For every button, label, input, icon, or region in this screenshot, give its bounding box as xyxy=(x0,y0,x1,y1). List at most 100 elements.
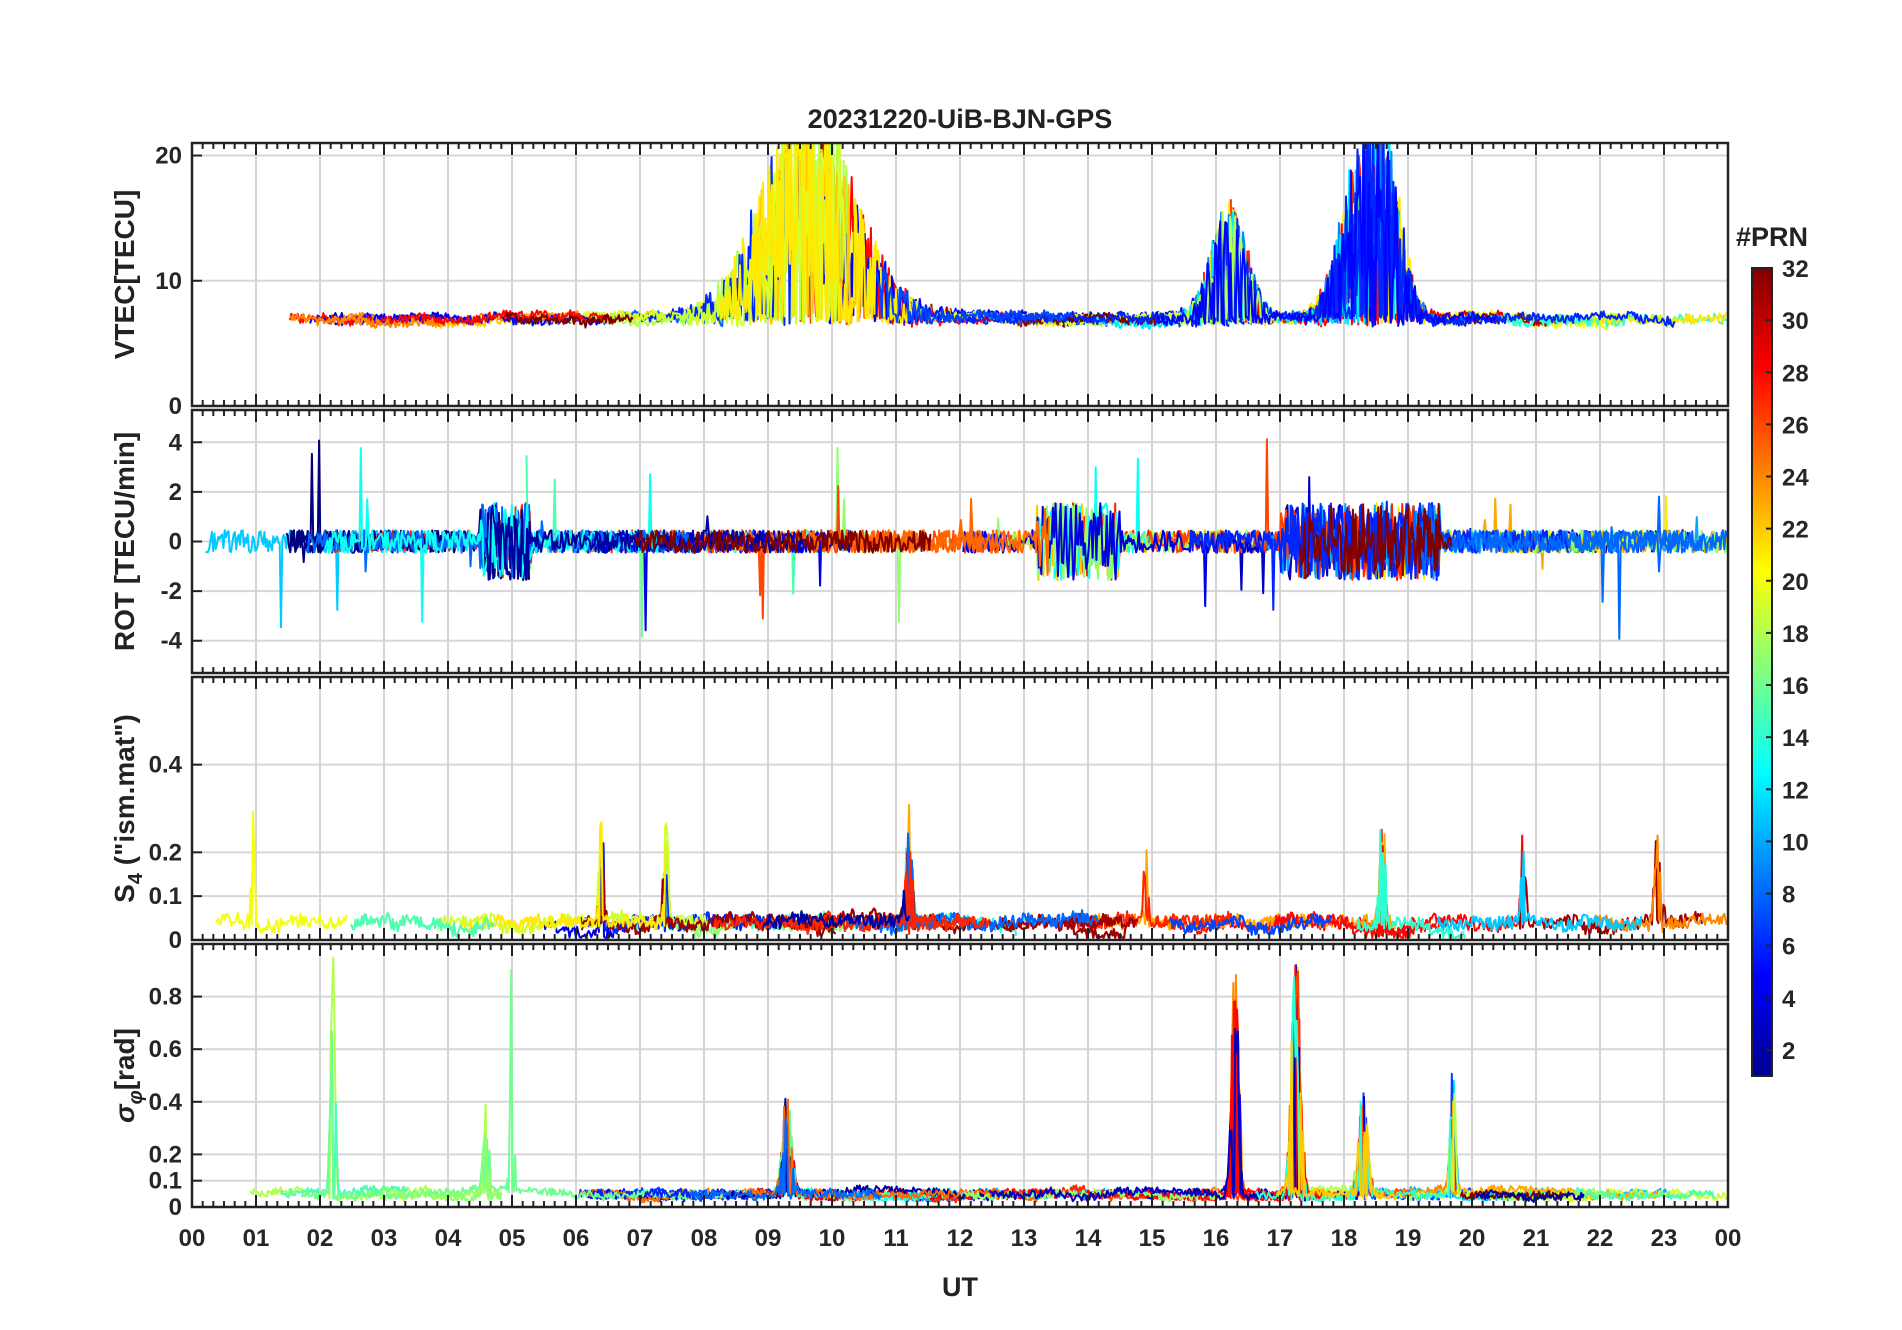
rot-traces xyxy=(205,438,1728,640)
prn-trace xyxy=(1356,828,1466,939)
prn-trace xyxy=(1399,495,1728,576)
x-tick-label: 23 xyxy=(1651,1225,1678,1252)
y-tick-label: 0 xyxy=(169,927,182,954)
x-tick-label: 21 xyxy=(1523,1225,1550,1252)
prn-trace xyxy=(300,969,646,1202)
prn-trace xyxy=(1160,974,1466,1203)
prn-trace xyxy=(1154,143,1498,328)
x-tick-label: 07 xyxy=(627,1225,654,1252)
prn-trace xyxy=(289,312,393,329)
s4-y-axis-label: S4 ("ism.mat") xyxy=(109,714,147,903)
prn-trace xyxy=(1570,1187,1716,1202)
x-tick-labels: 00 01 02 03 04 05 06 07 08 09 10 11 12 13 14 15 16 17 18 19… xyxy=(179,1225,1742,1252)
y-tick-label: 0 xyxy=(169,1194,182,1221)
y-tick-label: 4 xyxy=(169,429,183,456)
prn-trace xyxy=(844,832,1100,936)
y-tick-label: 0.4 xyxy=(149,752,183,779)
prn-trace xyxy=(279,1074,409,1199)
prn-trace xyxy=(215,810,348,934)
prn-trace xyxy=(725,1097,997,1202)
colorbar-tick-label: 22 xyxy=(1782,517,1809,544)
x-tick-label: 04 xyxy=(435,1225,462,1252)
prn-trace xyxy=(1276,1040,1398,1201)
colorbar-tick-label: 10 xyxy=(1782,829,1809,856)
x-tick-label: 02 xyxy=(307,1225,334,1252)
prn-trace xyxy=(989,1022,1301,1203)
panel-s4: 0 0.1 0.2 0.4S4 ("ism.mat") xyxy=(109,675,1730,954)
prn-trace xyxy=(463,821,667,933)
prn-trace xyxy=(1254,976,1453,1202)
colorbar-tick-label: 20 xyxy=(1782,569,1809,596)
x-tick-label: 03 xyxy=(371,1225,398,1252)
y-tick-label: 0.2 xyxy=(149,1141,182,1168)
prn-trace xyxy=(1376,1100,1658,1202)
y-tick-label: 0.2 xyxy=(149,839,182,866)
s4-traces xyxy=(215,803,1728,939)
prn-trace xyxy=(1001,914,1127,939)
y-tick-label: 0 xyxy=(169,393,182,420)
x-tick-label: 00 xyxy=(179,1225,206,1252)
y-tick-label: 0.1 xyxy=(149,883,182,910)
colorbar-gradient xyxy=(1751,267,1773,1077)
prn-trace xyxy=(1142,143,1445,328)
panel-sigma_phi: 00.10.2 0.4 0.6 0.8σφ[rad] xyxy=(109,942,1730,1221)
x-tick-label: 15 xyxy=(1139,1225,1166,1252)
prn-trace xyxy=(1593,834,1728,934)
x-tick-label: 10 xyxy=(819,1225,846,1252)
colorbar-tick-label: 32 xyxy=(1782,256,1809,283)
colorbar-tick-label: 30 xyxy=(1782,308,1809,335)
prn-trace xyxy=(1436,850,1643,933)
colorbar-tick-label: 16 xyxy=(1782,673,1809,700)
x-tick-label: 06 xyxy=(563,1225,590,1252)
x-tick-label: 18 xyxy=(1331,1225,1358,1252)
panel-vtec: 0 10 20 VTEC[TECU] xyxy=(109,141,1730,420)
prn-trace xyxy=(1328,143,1676,328)
colorbar-tick-label: 28 xyxy=(1782,360,1809,387)
prn-trace xyxy=(1398,1079,1551,1202)
x-tick-label: 08 xyxy=(691,1225,718,1252)
x-tick-label: 12 xyxy=(947,1225,974,1252)
colorbar-tick-label: 2 xyxy=(1782,1038,1795,1065)
prn-trace xyxy=(505,311,634,329)
prn-trace xyxy=(719,143,913,327)
vtec-y-axis-label: VTEC[TECU] xyxy=(109,190,140,360)
y-tick-label: -2 xyxy=(161,578,182,605)
prn-trace xyxy=(999,200,1327,328)
y-tick-label: 10 xyxy=(155,268,182,295)
colorbar-tick-label: 18 xyxy=(1782,621,1809,648)
x-tick-label: 13 xyxy=(1011,1225,1038,1252)
sigma_phi-traces xyxy=(249,956,1728,1204)
colorbar-tick-label: 26 xyxy=(1782,412,1809,439)
chart-title: 20231220-UiB-BJN-GPS xyxy=(808,104,1113,134)
rot-y-axis-label: ROT [TECU/min] xyxy=(109,432,140,651)
x-tick-label: 22 xyxy=(1587,1225,1614,1252)
prn-trace xyxy=(1475,1189,1585,1203)
prn-trace xyxy=(678,1109,855,1202)
x-tick-label: 16 xyxy=(1203,1225,1230,1252)
y-tick-label: 20 xyxy=(155,143,182,170)
colorbar-tick-label: 14 xyxy=(1782,725,1809,752)
x-tick-label: 19 xyxy=(1395,1225,1422,1252)
panel-rot: -4 -2 0 2 4 ROT [TECU/min] xyxy=(109,408,1730,675)
prn-trace xyxy=(249,956,502,1202)
colorbar-tick-label: 6 xyxy=(1782,934,1795,961)
y-tick-label: 0.8 xyxy=(149,984,182,1011)
prn-trace xyxy=(1011,964,1325,1202)
x-tick-label: 20 xyxy=(1459,1225,1486,1252)
prn-trace xyxy=(1130,964,1368,1202)
y-tick-label: 0.1 xyxy=(149,1168,182,1195)
y-tick-label: 2 xyxy=(169,479,182,506)
prn-trace xyxy=(713,851,991,935)
x-tick-label: 17 xyxy=(1267,1225,1294,1252)
x-tick-label: 00 xyxy=(1715,1225,1742,1252)
prn-trace xyxy=(875,268,1074,325)
x-tick-label: 09 xyxy=(755,1225,782,1252)
x-tick-label: 05 xyxy=(499,1225,526,1252)
x-tick-label: 01 xyxy=(243,1225,270,1252)
prn-trace xyxy=(840,803,941,930)
y-tick-label: -4 xyxy=(161,628,183,655)
colorbar-label: #PRN xyxy=(1736,222,1808,252)
colorbar-tick-label: 4 xyxy=(1782,986,1796,1013)
